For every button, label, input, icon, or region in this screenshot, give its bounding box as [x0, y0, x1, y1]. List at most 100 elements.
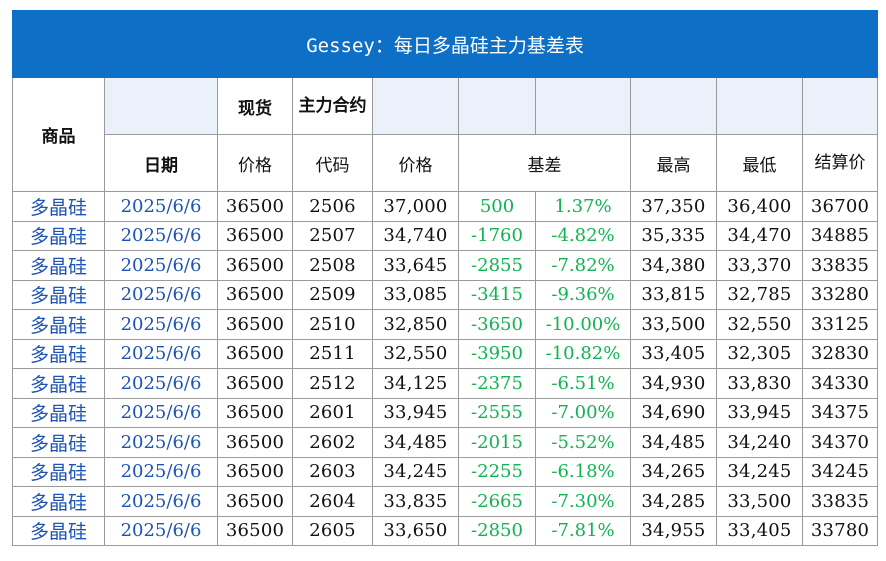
table-row: 多晶硅 2025/6/6 36500 2512 34,125 -2375 -6.51% 34,…: [12, 368, 879, 399]
contract-code-cell: 2511: [292, 338, 373, 369]
high-cell: 33,405: [630, 338, 717, 369]
contract-code-cell: 2602: [292, 427, 373, 458]
date-cell: 2025/6/6: [104, 368, 218, 399]
basis-cell: -2855: [458, 250, 536, 281]
date-cell: 2025/6/6: [104, 456, 218, 487]
price-cell: 34,245: [372, 456, 459, 487]
low-cell: 33,945: [716, 397, 803, 428]
high-cell: 34,690: [630, 397, 717, 428]
basis-cell: -2555: [458, 397, 536, 428]
header-basis: 基差: [458, 134, 631, 192]
price-cell: 33,835: [372, 486, 459, 517]
settle-cell: 34370: [801, 427, 879, 458]
date-cell: 2025/6/6: [104, 486, 218, 517]
contract-code-cell: 2512: [292, 368, 373, 399]
settle-cell: 34245: [801, 456, 879, 487]
price-cell: 33,945: [372, 397, 459, 428]
spot-price-cell: 36500: [217, 368, 293, 399]
basis-pct-cell: -7.00%: [535, 397, 631, 428]
header-blank: [104, 77, 218, 135]
price-cell: 34,485: [372, 427, 459, 458]
basis-cell: -3415: [458, 279, 536, 310]
contract-code-cell: 2508: [292, 250, 373, 281]
basis-table-container: Gessey：每日多晶硅主力基差表 商品 现货 主力合约 日期 价格 代码 价格…: [11, 10, 879, 546]
price-cell: 32,850: [372, 309, 459, 340]
header-blank: [716, 77, 803, 135]
header-blank: [372, 77, 459, 135]
price-cell: 33,650: [372, 515, 459, 546]
contract-code-cell: 2507: [292, 220, 373, 251]
product-cell: 多晶硅: [12, 427, 105, 458]
header-main-contract: 主力合约: [292, 77, 373, 135]
price-cell: 33,085: [372, 279, 459, 310]
header-spot: 现货: [217, 77, 293, 135]
low-cell: 36,400: [716, 191, 803, 222]
table-body: 多晶硅 2025/6/6 36500 2506 37,000 500 1.37% 37,350…: [12, 191, 879, 546]
header-spot-price: 价格: [217, 134, 293, 192]
low-cell: 33,405: [716, 515, 803, 546]
table-row: 多晶硅 2025/6/6 36500 2601 33,945 -2555 -7.00% 34,…: [12, 397, 879, 428]
low-cell: 32,785: [716, 279, 803, 310]
header-settle: 结算价: [801, 134, 879, 192]
spot-price-cell: 36500: [217, 250, 293, 281]
date-cell: 2025/6/6: [104, 515, 218, 546]
header-product: 商品: [12, 77, 105, 192]
table-row: 多晶硅 2025/6/6 36500 2605 33,650 -2850 -7.81% 34,…: [12, 515, 879, 546]
product-cell: 多晶硅: [12, 191, 105, 222]
low-cell: 34,240: [716, 427, 803, 458]
date-cell: 2025/6/6: [104, 397, 218, 428]
product-cell: 多晶硅: [12, 397, 105, 428]
date-cell: 2025/6/6: [104, 220, 218, 251]
settle-cell: 34885: [801, 220, 879, 251]
basis-cell: -3950: [458, 338, 536, 369]
high-cell: 34,955: [630, 515, 717, 546]
table-row: 多晶硅 2025/6/6 36500 2602 34,485 -2015 -5.52% 34,…: [12, 427, 879, 458]
high-cell: 35,335: [630, 220, 717, 251]
high-cell: 37,350: [630, 191, 717, 222]
contract-code-cell: 2510: [292, 309, 373, 340]
date-cell: 2025/6/6: [104, 279, 218, 310]
basis-cell: -3650: [458, 309, 536, 340]
basis-cell: -1760: [458, 220, 536, 251]
basis-cell: -2015: [458, 427, 536, 458]
price-cell: 34,740: [372, 220, 459, 251]
high-cell: 34,485: [630, 427, 717, 458]
product-cell: 多晶硅: [12, 220, 105, 251]
table-title: Gessey：每日多晶硅主力基差表: [11, 10, 879, 78]
date-cell: 2025/6/6: [104, 338, 218, 369]
product-cell: 多晶硅: [12, 368, 105, 399]
basis-cell: 500: [458, 191, 536, 222]
basis-pct-cell: 1.37%: [535, 191, 631, 222]
contract-code-cell: 2605: [292, 515, 373, 546]
table-row: 多晶硅 2025/6/6 36500 2603 34,245 -2255 -6.18% 34,…: [12, 456, 879, 487]
table-row: 多晶硅 2025/6/6 36500 2604 33,835 -2665 -7.30% 34,…: [12, 486, 879, 517]
contract-code-cell: 2509: [292, 279, 373, 310]
price-cell: 37,000: [372, 191, 459, 222]
contract-code-cell: 2604: [292, 486, 373, 517]
header-blank: [801, 77, 879, 135]
spot-price-cell: 36500: [217, 397, 293, 428]
price-cell: 32,550: [372, 338, 459, 369]
price-cell: 34,125: [372, 368, 459, 399]
product-cell: 多晶硅: [12, 486, 105, 517]
settle-cell: 33280: [801, 279, 879, 310]
basis-cell: -2665: [458, 486, 536, 517]
high-cell: 34,285: [630, 486, 717, 517]
basis-pct-cell: -4.82%: [535, 220, 631, 251]
spot-price-cell: 36500: [217, 279, 293, 310]
high-cell: 34,265: [630, 456, 717, 487]
high-cell: 33,500: [630, 309, 717, 340]
basis-pct-cell: -10.82%: [535, 338, 631, 369]
price-cell: 33,645: [372, 250, 459, 281]
settle-cell: 36700: [801, 191, 879, 222]
high-cell: 34,380: [630, 250, 717, 281]
date-cell: 2025/6/6: [104, 191, 218, 222]
basis-pct-cell: -9.36%: [535, 279, 631, 310]
low-cell: 34,470: [716, 220, 803, 251]
contract-code-cell: 2603: [292, 456, 373, 487]
low-cell: 33,830: [716, 368, 803, 399]
settle-cell: 33780: [801, 515, 879, 546]
table-row: 多晶硅 2025/6/6 36500 2507 34,740 -1760 -4.82% 35,…: [12, 220, 879, 251]
product-cell: 多晶硅: [12, 515, 105, 546]
product-cell: 多晶硅: [12, 309, 105, 340]
